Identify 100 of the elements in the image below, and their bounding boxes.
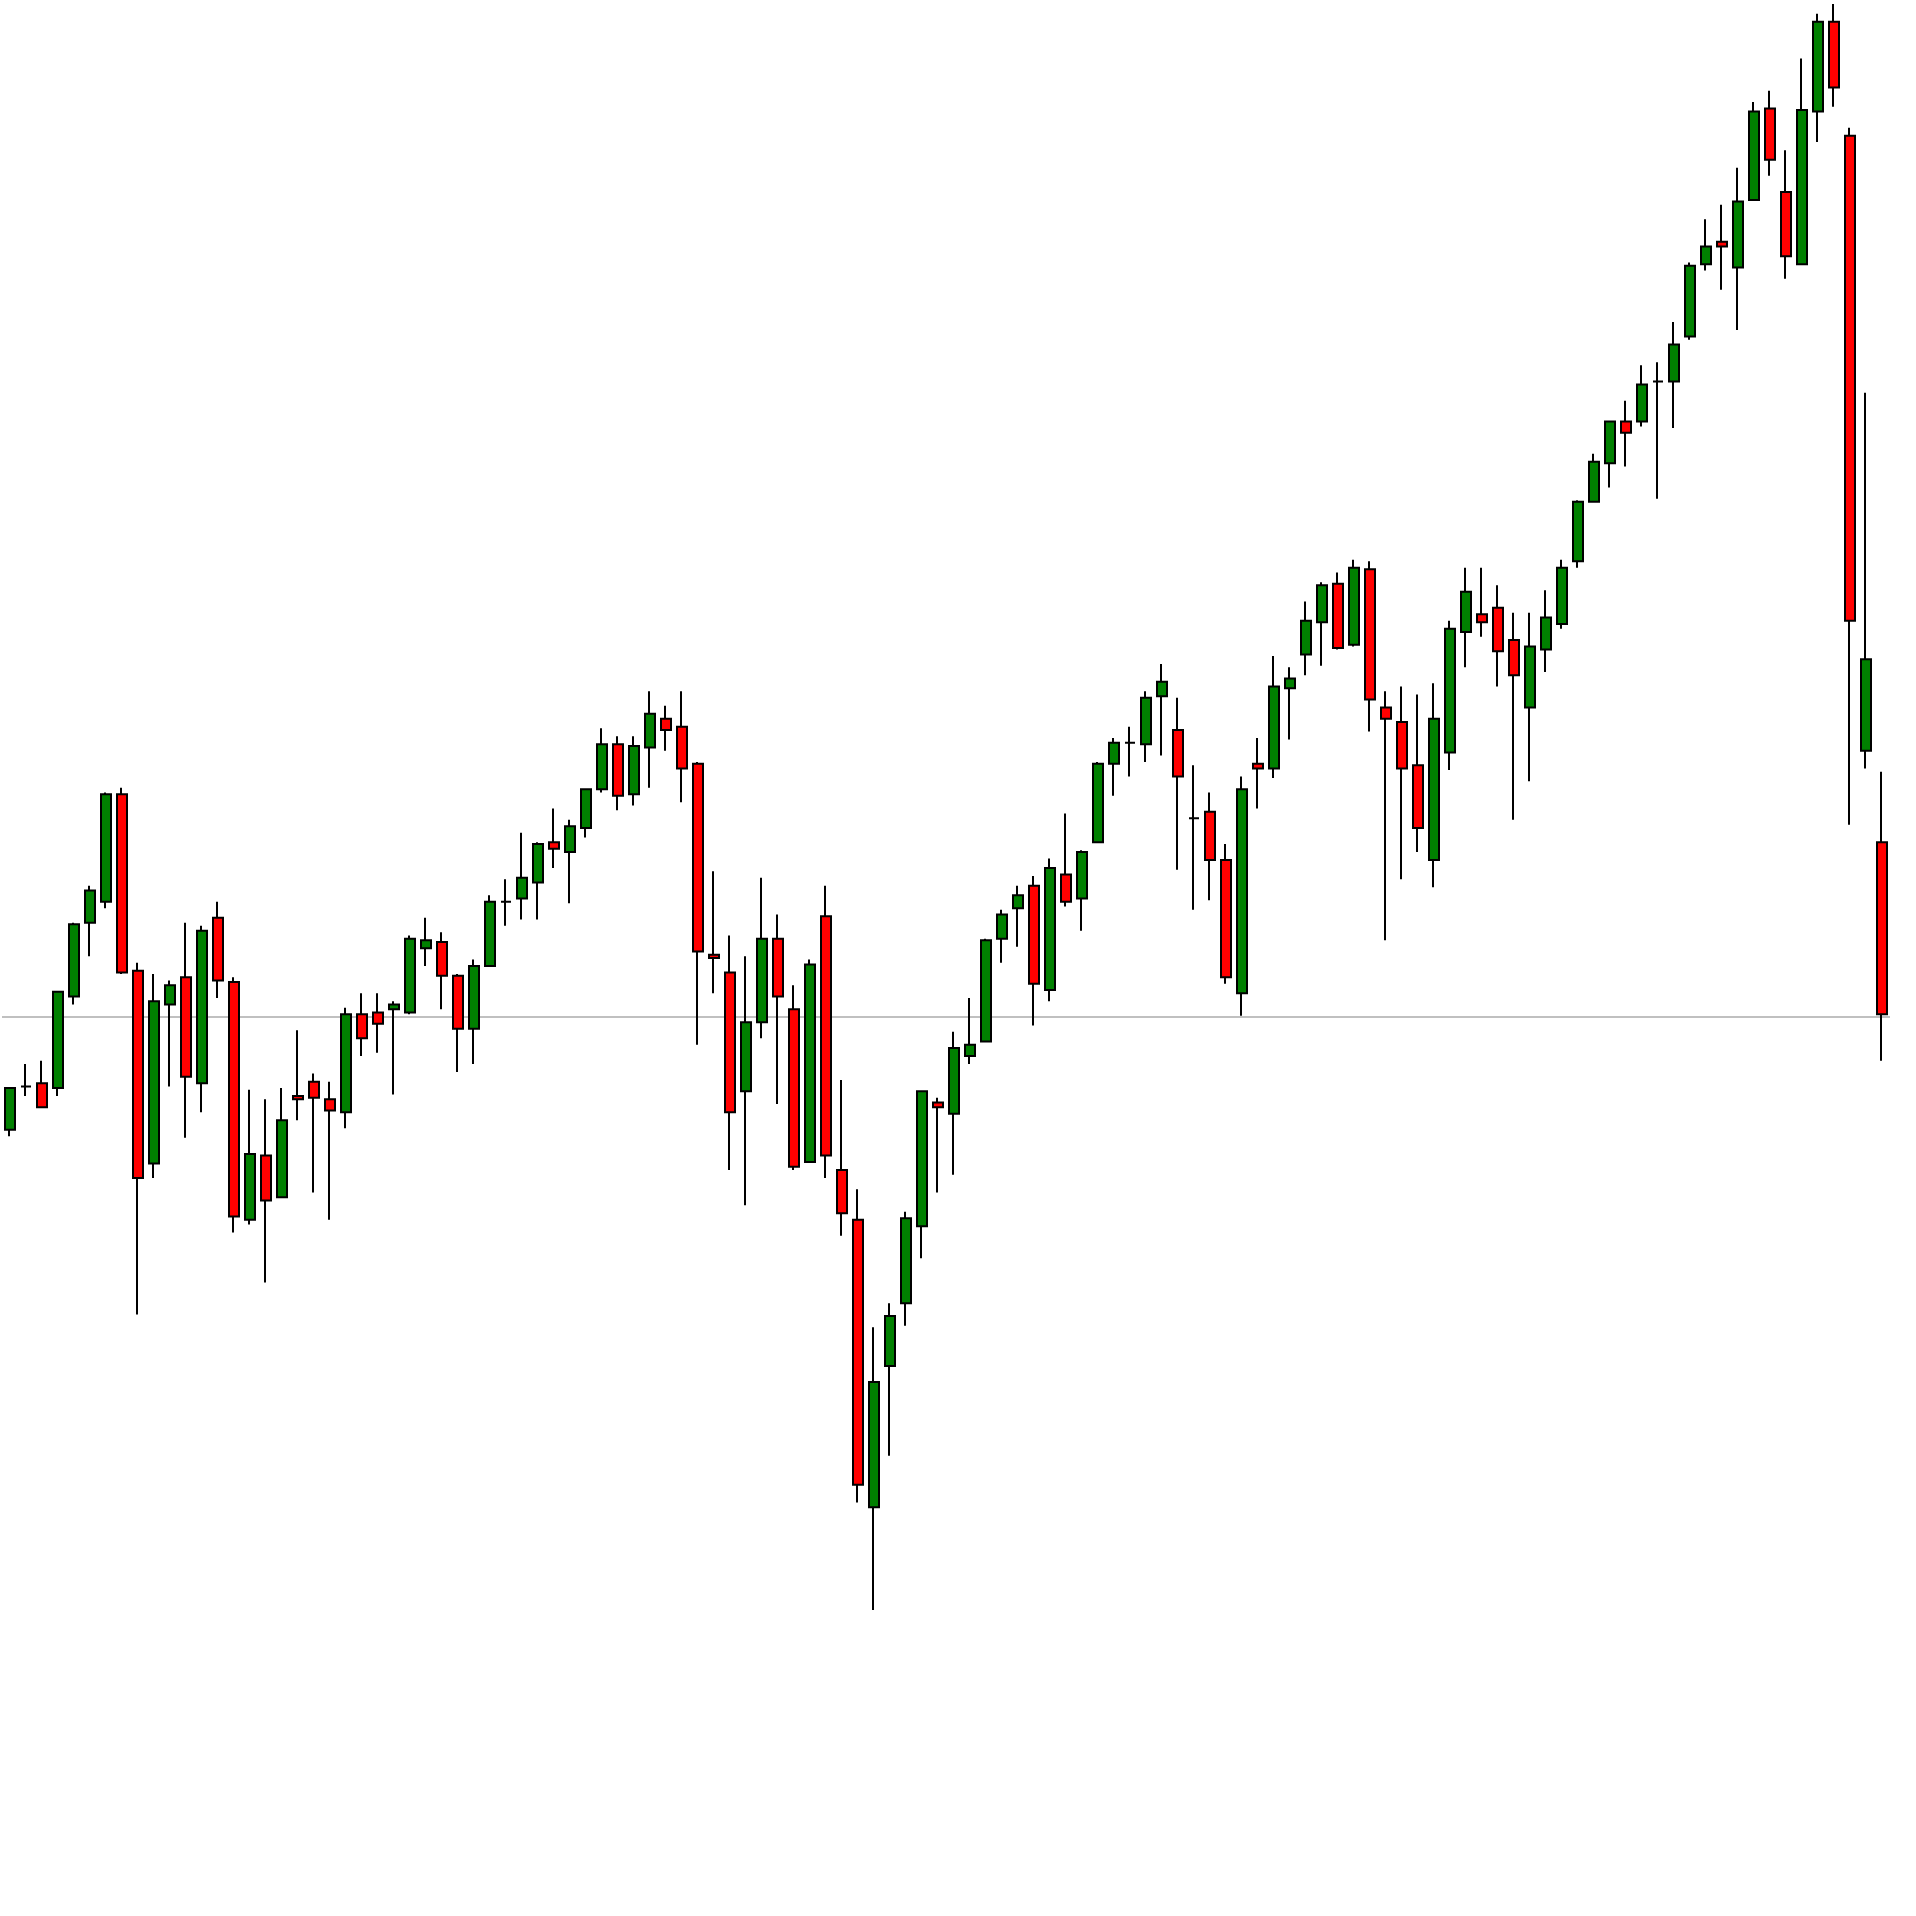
candlestick <box>1156 663 1168 757</box>
candlestick <box>1748 100 1760 201</box>
candlestick <box>596 727 608 794</box>
candlestick <box>564 818 576 905</box>
candlestick <box>1140 690 1152 764</box>
candlestick <box>868 1326 880 1611</box>
candlestick <box>676 690 688 804</box>
candlestick <box>1492 584 1504 688</box>
candlestick <box>1236 775 1248 1017</box>
candlestick <box>1652 361 1664 500</box>
candlestick <box>948 1030 960 1176</box>
candlestick <box>500 878 512 927</box>
candlestick <box>932 1096 944 1194</box>
candlestick <box>644 690 656 789</box>
candlestick <box>1060 812 1072 908</box>
candlestick <box>1076 849 1088 932</box>
candlestick <box>1844 126 1856 826</box>
candlestick <box>724 934 736 1171</box>
candlestick <box>1284 666 1296 741</box>
candlestick <box>1012 884 1024 948</box>
candlestick <box>1812 12 1824 144</box>
candlestick <box>212 900 224 1000</box>
candlestick <box>692 761 704 1046</box>
candlestick <box>1540 589 1552 674</box>
candlestick <box>1428 682 1440 889</box>
candlestick <box>1556 558 1568 630</box>
candlestick <box>308 1072 320 1194</box>
candlestick <box>132 961 144 1316</box>
candlestick <box>100 791 112 910</box>
candlestick <box>1188 764 1200 911</box>
candlestick <box>276 1087 288 1199</box>
candlestick <box>1124 725 1136 778</box>
candlestick <box>1364 560 1376 733</box>
candlestick <box>1412 693 1424 853</box>
candlestick <box>1028 875 1040 1027</box>
candlestick <box>1732 166 1744 332</box>
candlestick <box>1524 611 1536 783</box>
candlestick <box>1380 690 1392 942</box>
candlestick <box>1252 736 1264 810</box>
candlestick <box>1108 736 1120 797</box>
candlestick <box>1172 696 1184 871</box>
candlestick <box>836 1079 848 1237</box>
candlestick <box>708 870 720 995</box>
candlestick <box>196 924 208 1114</box>
candlestick <box>292 1029 304 1122</box>
candlestick <box>1588 452 1600 503</box>
candlestick <box>964 997 976 1065</box>
candlestick <box>1444 619 1456 772</box>
candlestick <box>340 1006 352 1130</box>
candlestick <box>20 1062 32 1098</box>
candlestick <box>1780 149 1792 280</box>
candlestick <box>1476 566 1488 638</box>
candlestick <box>84 884 96 958</box>
candlestick <box>980 937 992 1043</box>
candlestick <box>1204 791 1216 902</box>
candlestick <box>420 916 432 967</box>
candlestick <box>612 735 624 812</box>
candlestick <box>260 1098 272 1284</box>
candlestick <box>388 1000 400 1096</box>
candlestick <box>468 958 480 1065</box>
candlestick <box>180 921 192 1139</box>
candlestick <box>1876 770 1888 1062</box>
candlestick <box>884 1302 896 1457</box>
candlestick <box>548 807 560 870</box>
candlestick <box>740 955 752 1207</box>
candlestick <box>36 1059 48 1109</box>
candlestick <box>1796 57 1808 266</box>
candlestick <box>1268 655 1280 780</box>
candlestick <box>1700 218 1712 272</box>
candlestick <box>788 984 800 1171</box>
candlestick <box>1300 600 1312 677</box>
candlestick <box>532 841 544 921</box>
candlestick <box>804 958 816 1163</box>
candlestick <box>1396 685 1408 881</box>
candlestick <box>1716 203 1728 291</box>
candlestick <box>436 931 448 1011</box>
candlestick <box>820 884 832 1179</box>
candlestick <box>68 921 80 1006</box>
candlestick <box>116 786 128 976</box>
candlestick <box>404 934 416 1016</box>
candlestick <box>1044 857 1056 1003</box>
candlestick <box>1668 320 1680 429</box>
candlestick <box>1620 399 1632 468</box>
candlestick <box>580 788 592 839</box>
candlestick <box>1508 611 1520 821</box>
candlestick <box>4 1087 16 1138</box>
candlestick <box>516 831 528 921</box>
candlestick <box>148 973 160 1179</box>
candlestick <box>52 990 64 1098</box>
candlestick <box>164 979 176 1088</box>
candlestick <box>1092 761 1104 844</box>
candlestick <box>452 973 464 1073</box>
candlestick <box>1460 566 1472 669</box>
candlestick <box>244 1088 256 1226</box>
candlestick <box>1348 558 1360 648</box>
candlestick <box>484 894 496 967</box>
candlestick <box>1572 499 1584 569</box>
candlestick <box>756 876 768 1040</box>
candlestick <box>660 704 672 752</box>
candlestick <box>1764 89 1776 177</box>
